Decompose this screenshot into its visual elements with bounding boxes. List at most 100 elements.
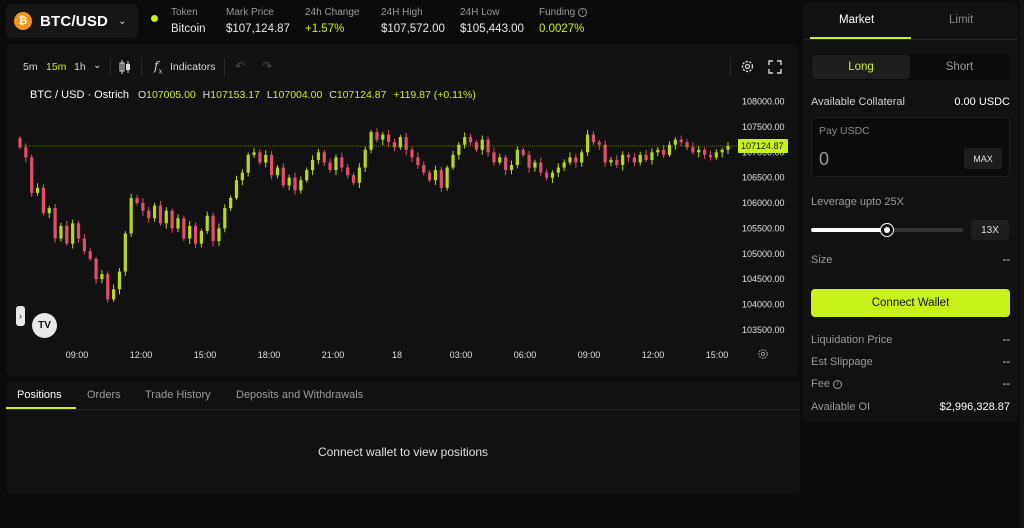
candle-body bbox=[451, 154, 455, 168]
candle-body bbox=[492, 152, 496, 163]
candle-body bbox=[650, 152, 654, 160]
x-tick-label: 15:00 bbox=[194, 350, 217, 360]
tab-divider bbox=[6, 409, 800, 410]
stat-value: $107,124.87 bbox=[226, 23, 290, 35]
tab-limit[interactable]: Limit bbox=[949, 14, 974, 26]
size-label: Size bbox=[811, 254, 833, 266]
candle-body bbox=[147, 210, 151, 219]
connect-wallet-button[interactable]: Connect Wallet bbox=[811, 289, 1010, 317]
candle-body bbox=[375, 132, 379, 140]
chart-settings-gear-icon[interactable] bbox=[757, 348, 769, 360]
long-button[interactable]: Long bbox=[812, 55, 910, 79]
x-tick-label: 18:00 bbox=[258, 350, 281, 360]
x-tick-label: 15:00 bbox=[706, 350, 729, 360]
candle-body bbox=[94, 258, 98, 280]
candle-body bbox=[340, 157, 344, 168]
liquidation-price-value: -- bbox=[1002, 334, 1010, 346]
tab-trade-history[interactable]: Trade History bbox=[145, 389, 211, 401]
candle-body bbox=[381, 134, 385, 140]
price-chart[interactable]: 108000.00107500.00107000.00106500.001060… bbox=[6, 44, 798, 376]
candle-body bbox=[621, 154, 625, 166]
info-icon[interactable]: i bbox=[832, 379, 842, 389]
tradingview-logo-icon[interactable]: TV bbox=[32, 313, 57, 338]
tab-orders[interactable]: Orders bbox=[87, 389, 121, 401]
candle-body bbox=[609, 159, 613, 163]
redo-icon[interactable]: ↷ bbox=[262, 59, 273, 73]
y-tick-label: 107500.00 bbox=[742, 122, 785, 132]
available-collateral-value: 0.00 USDC bbox=[954, 96, 1010, 108]
fullscreen-icon[interactable] bbox=[768, 60, 782, 74]
candle-body bbox=[562, 162, 566, 168]
candle-body bbox=[416, 157, 420, 166]
candle-body bbox=[123, 233, 127, 272]
tab-market[interactable]: Market bbox=[839, 14, 875, 26]
stat-label: Funding i bbox=[539, 7, 588, 18]
settings-gear-icon[interactable] bbox=[740, 59, 755, 74]
x-tick-label: 09:00 bbox=[66, 350, 89, 360]
stat-24h-low: 24H Low $105,443.00 bbox=[460, 7, 524, 35]
size-value: -- bbox=[1002, 254, 1010, 266]
candle-body bbox=[53, 208, 57, 239]
close-value: 107124.87 bbox=[336, 89, 387, 101]
y-tick-label: 105500.00 bbox=[742, 223, 785, 233]
candle-body bbox=[293, 177, 297, 191]
tab-positions[interactable]: Positions bbox=[17, 389, 62, 401]
leverage-slider-fill bbox=[811, 228, 887, 232]
stat-label: 24h Change bbox=[305, 7, 360, 18]
candle-body bbox=[457, 144, 461, 155]
candle-body bbox=[626, 154, 631, 158]
stat-label: 24H High bbox=[381, 7, 423, 18]
candle-body bbox=[211, 215, 215, 242]
info-icon[interactable]: i bbox=[578, 7, 588, 17]
window-edge bbox=[1020, 0, 1024, 528]
short-button[interactable]: Short bbox=[945, 61, 974, 73]
leverage-label: Leverage upto 25X bbox=[811, 196, 904, 208]
stat-label: 24H Low bbox=[460, 7, 500, 18]
candle-body bbox=[199, 230, 203, 244]
candle-body bbox=[533, 162, 537, 168]
legend-high: H107153.17 bbox=[203, 89, 260, 101]
candle-body bbox=[351, 175, 356, 183]
interval-1h[interactable]: 1h bbox=[74, 61, 86, 73]
tab-deposits-withdrawals[interactable]: Deposits and Withdrawals bbox=[236, 389, 364, 401]
stat-label: Token bbox=[171, 7, 198, 18]
candles-chart-type-icon[interactable] bbox=[118, 59, 132, 75]
y-tick-label: 103500.00 bbox=[742, 325, 785, 335]
expand-sidebar-chevron-icon[interactable]: › bbox=[16, 306, 25, 326]
y-tick-label: 106000.00 bbox=[742, 198, 785, 208]
available-oi-value: $2,996,328.87 bbox=[939, 401, 1010, 413]
toolbar-divider bbox=[224, 58, 225, 76]
candle-body bbox=[638, 154, 642, 163]
est-slippage-value: -- bbox=[1002, 356, 1010, 368]
indicators-fx-icon[interactable]: fx bbox=[154, 59, 162, 75]
undo-icon[interactable]: ↶ bbox=[235, 59, 246, 73]
available-oi-label: Available OI bbox=[811, 401, 871, 413]
candle-body bbox=[632, 157, 636, 163]
candle-body bbox=[697, 149, 701, 153]
pay-label: Pay USDC bbox=[819, 125, 870, 137]
x-tick-label: 03:00 bbox=[450, 350, 473, 360]
interval-5m[interactable]: 5m bbox=[23, 61, 38, 73]
indicators-button[interactable]: Indicators bbox=[170, 61, 216, 73]
fee-value: -- bbox=[1002, 378, 1010, 390]
stat-value: +1.57% bbox=[305, 23, 345, 35]
candle-body bbox=[504, 157, 508, 171]
candle-body bbox=[30, 157, 34, 193]
ohlc-legend: BTC / USD · Ostrich O107005.00 H107153.1… bbox=[30, 89, 476, 101]
interval-15m[interactable]: 15m bbox=[46, 61, 67, 73]
low-key: L bbox=[266, 89, 273, 101]
legend-low: L107004.00 bbox=[267, 89, 322, 101]
candle-body bbox=[615, 159, 619, 166]
candle-body bbox=[539, 162, 543, 173]
ticker-selector[interactable]: ₿ BTC/USD ⌄ bbox=[6, 4, 138, 38]
interval-dropdown-chevron-icon[interactable]: ⌄ bbox=[93, 60, 102, 71]
high-key: H bbox=[202, 89, 211, 101]
pay-amount-input[interactable] bbox=[819, 147, 939, 171]
leverage-slider-thumb[interactable] bbox=[881, 224, 893, 236]
candle-body bbox=[135, 197, 139, 204]
fx-glyph: f bbox=[154, 59, 159, 73]
stat-value: 0.0027% bbox=[539, 23, 585, 35]
stat-24h-change: 24h Change +1.57% bbox=[305, 7, 360, 35]
max-button[interactable]: MAX bbox=[964, 148, 1002, 169]
stat-funding: Funding i 0.0027% bbox=[539, 7, 588, 35]
